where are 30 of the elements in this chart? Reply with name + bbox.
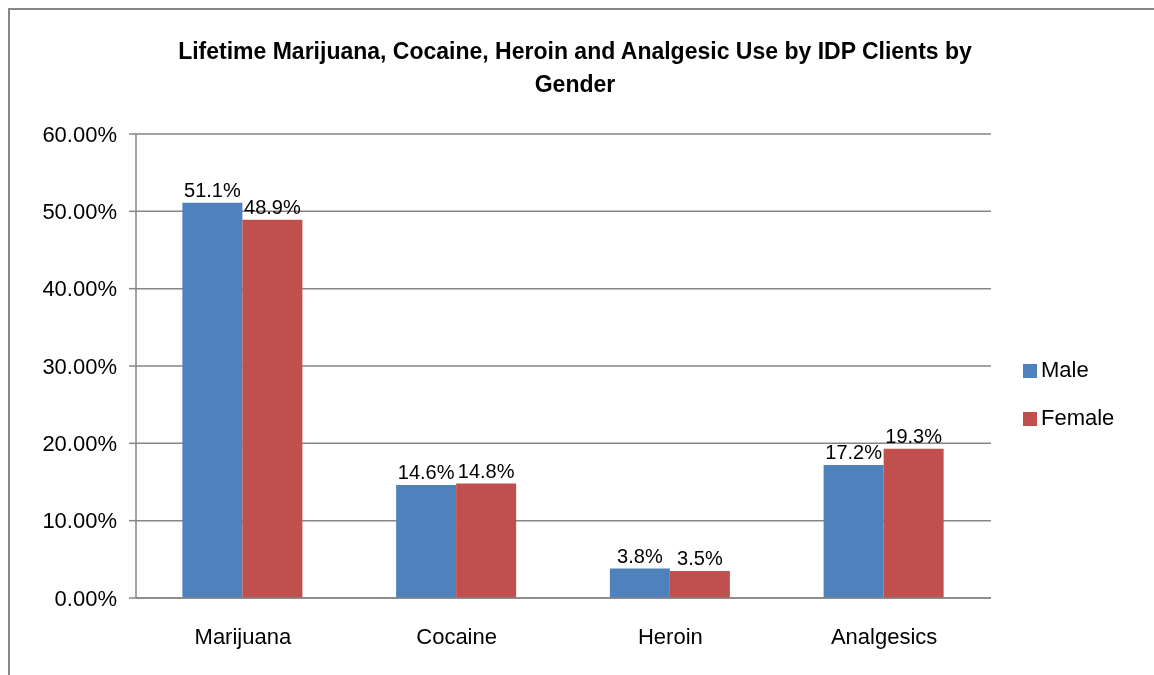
x-tick-label: Analgesics bbox=[830, 623, 938, 649]
bar bbox=[182, 202, 243, 598]
bar bbox=[883, 448, 944, 598]
y-tick-label: 0.00% bbox=[54, 585, 117, 611]
x-tick-label: Marijuana bbox=[194, 623, 292, 649]
data-label: 19.3% bbox=[885, 424, 943, 447]
legend-label: Female bbox=[1041, 405, 1115, 430]
data-label: 17.2% bbox=[825, 440, 883, 463]
chart-title: Lifetime Marijuana, Cocaine, Heroin and Analgesic Use by IDP Clients by Gender bbox=[177, 37, 973, 99]
y-tick-label: 50.00% bbox=[42, 199, 117, 225]
data-label: 14.8% bbox=[457, 459, 515, 482]
y-tick-label: 60.00% bbox=[42, 121, 117, 147]
y-tick-label: 20.00% bbox=[42, 431, 117, 457]
x-tick-label: Cocaine bbox=[416, 623, 497, 649]
legend-label: Male bbox=[1041, 357, 1089, 382]
y-tick-label: 30.00% bbox=[42, 353, 117, 379]
bar bbox=[669, 570, 730, 598]
bar bbox=[242, 219, 303, 598]
data-label: 14.6% bbox=[397, 461, 455, 484]
bar bbox=[456, 483, 517, 598]
y-tick-label: 40.00% bbox=[42, 276, 117, 302]
x-tick-label: Heroin bbox=[637, 623, 703, 649]
bar bbox=[823, 464, 884, 598]
data-label: 51.1% bbox=[184, 178, 241, 201]
data-label: 48.9% bbox=[244, 195, 301, 218]
data-label: 3.5% bbox=[677, 546, 723, 569]
y-tick-label: 10.00% bbox=[42, 508, 117, 534]
bar bbox=[396, 485, 457, 598]
bar bbox=[609, 568, 670, 598]
data-label: 3.8% bbox=[617, 544, 663, 567]
